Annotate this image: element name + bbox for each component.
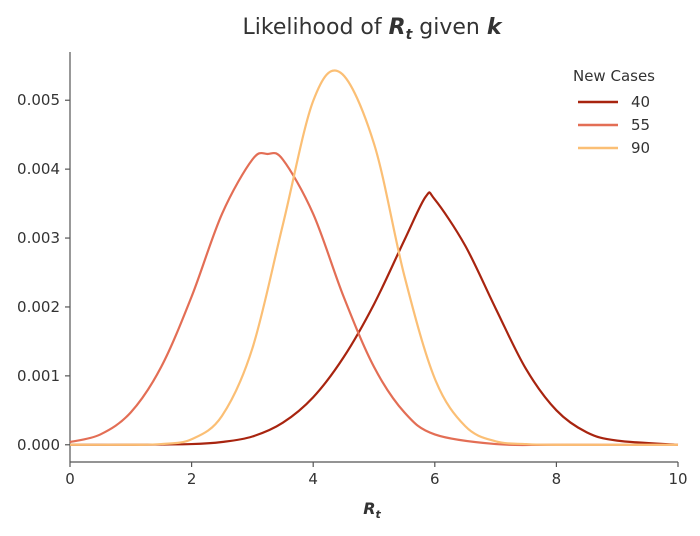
y-tick-label: 0.002	[17, 298, 60, 316]
xlabel-subscript: t	[376, 508, 382, 521]
x-tick-label: 6	[430, 470, 440, 488]
series-line-40	[69, 191, 679, 446]
legend-label-90: 90	[631, 139, 650, 157]
title-r-symbol: R	[389, 15, 406, 40]
series-line-90	[69, 69, 679, 446]
x-tick-label: 2	[187, 470, 197, 488]
x-ticks: 0 2 4 6 8 10	[65, 462, 688, 488]
legend-items: 40 55 90	[578, 93, 650, 157]
series-line-55	[69, 151, 679, 447]
title-r-subscript: t	[406, 27, 414, 43]
title-prefix: Likelihood of	[243, 15, 389, 40]
y-tick-label: 0.001	[17, 367, 60, 385]
xlabel-symbol: R	[363, 499, 375, 518]
legend: New Cases 40 55 90	[573, 67, 655, 157]
y-ticks: 0.000 0.001 0.002 0.003 0.004 0.005	[17, 91, 70, 454]
y-tick-label: 0.004	[17, 160, 60, 178]
plot-lines	[69, 69, 679, 447]
x-tick-label: 8	[552, 470, 562, 488]
title-middle: given	[412, 15, 487, 40]
x-tick-label: 10	[668, 470, 687, 488]
legend-label-55: 55	[631, 116, 650, 134]
legend-label-40: 40	[631, 93, 650, 111]
y-tick-label: 0.000	[17, 436, 60, 454]
chart-title: Likelihood of Rt given k	[243, 15, 503, 43]
title-k-symbol: k	[487, 15, 503, 40]
y-tick-label: 0.003	[17, 229, 60, 247]
y-tick-label: 0.005	[17, 91, 60, 109]
x-axis-label: Rt	[363, 499, 381, 521]
x-tick-label: 0	[65, 470, 75, 488]
x-tick-label: 4	[308, 470, 318, 488]
legend-title: New Cases	[573, 67, 655, 85]
